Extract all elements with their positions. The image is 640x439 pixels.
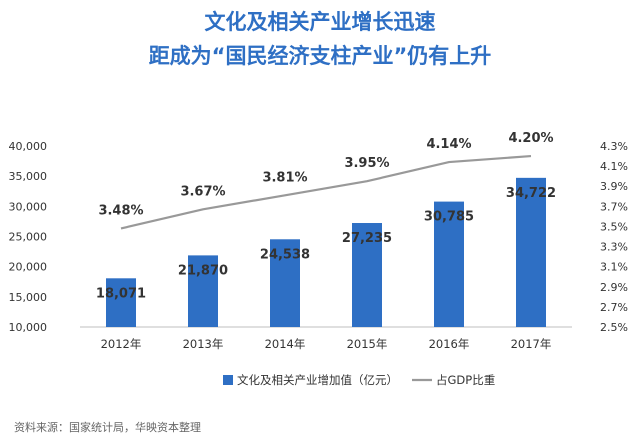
right-axis-tick-label: 2.5% bbox=[600, 321, 628, 334]
left-axis-tick-label: 25,000 bbox=[9, 231, 48, 244]
source-note: 资料来源：国家统计局，华映资本整理 bbox=[14, 421, 201, 434]
x-axis-tick-label: 2013年 bbox=[183, 337, 224, 351]
left-axis-tick-label: 20,000 bbox=[9, 261, 48, 274]
bar-2013年 bbox=[188, 255, 218, 327]
bar-value-label: 21,870 bbox=[178, 263, 228, 278]
chart-title-line2: 距成为“国民经济支柱产业”仍有上升 bbox=[148, 44, 492, 68]
bar-value-label: 34,722 bbox=[506, 186, 556, 201]
bar-2016年 bbox=[434, 201, 464, 327]
line-value-label: 3.95% bbox=[344, 156, 389, 171]
x-axis-tick-label: 2014年 bbox=[265, 337, 306, 351]
right-axis-tick-label: 3.5% bbox=[600, 220, 628, 233]
right-axis-tick-label: 2.7% bbox=[600, 301, 628, 314]
right-axis-tick-label: 3.1% bbox=[600, 261, 628, 274]
bar-2012年 bbox=[106, 278, 136, 327]
legend-bar-swatch bbox=[223, 375, 233, 385]
line-value-label: 4.14% bbox=[426, 137, 471, 152]
line-value-label: 4.20% bbox=[508, 131, 553, 146]
left-axis-tick-label: 35,000 bbox=[9, 170, 48, 183]
legend-line-label: 占GDP比重 bbox=[436, 373, 495, 387]
x-axis-tick-label: 2017年 bbox=[511, 337, 552, 351]
left-axis-tick-label: 40,000 bbox=[9, 140, 48, 153]
bar-value-label: 30,785 bbox=[424, 210, 474, 225]
x-axis-tick-label: 2016年 bbox=[429, 337, 470, 351]
left-axis-tick-label: 15,000 bbox=[9, 291, 48, 304]
left-axis-tick-label: 10,000 bbox=[9, 321, 48, 334]
chart-title-line1: 文化及相关产业增长迅速 bbox=[204, 10, 436, 34]
bar-value-label: 18,071 bbox=[96, 286, 146, 301]
legend-bar-label: 文化及相关产业增加值（亿元） bbox=[237, 373, 398, 387]
right-axis-tick-label: 3.7% bbox=[600, 200, 628, 213]
right-axis-tick-label: 3.3% bbox=[600, 241, 628, 254]
line-value-label: 3.67% bbox=[180, 184, 225, 199]
bar-2014年 bbox=[270, 239, 300, 327]
bar-2017年 bbox=[516, 177, 546, 327]
right-axis-tick-label: 3.9% bbox=[600, 180, 628, 193]
right-axis-tick-label: 4.1% bbox=[600, 160, 628, 173]
bar-value-label: 27,235 bbox=[342, 231, 392, 246]
right-axis-tick-label: 2.9% bbox=[600, 281, 628, 294]
bar-value-label: 24,538 bbox=[260, 247, 310, 262]
bar-2015年 bbox=[352, 223, 382, 327]
gdp-share-line bbox=[120, 154, 532, 230]
right-axis-tick-label: 4.3% bbox=[600, 140, 628, 153]
line-value-label: 3.81% bbox=[262, 170, 307, 185]
x-axis-tick-label: 2012年 bbox=[101, 337, 142, 351]
x-axis-tick-label: 2015年 bbox=[347, 337, 388, 351]
left-axis-tick-label: 30,000 bbox=[9, 200, 48, 213]
line-value-label: 3.48% bbox=[98, 203, 143, 218]
